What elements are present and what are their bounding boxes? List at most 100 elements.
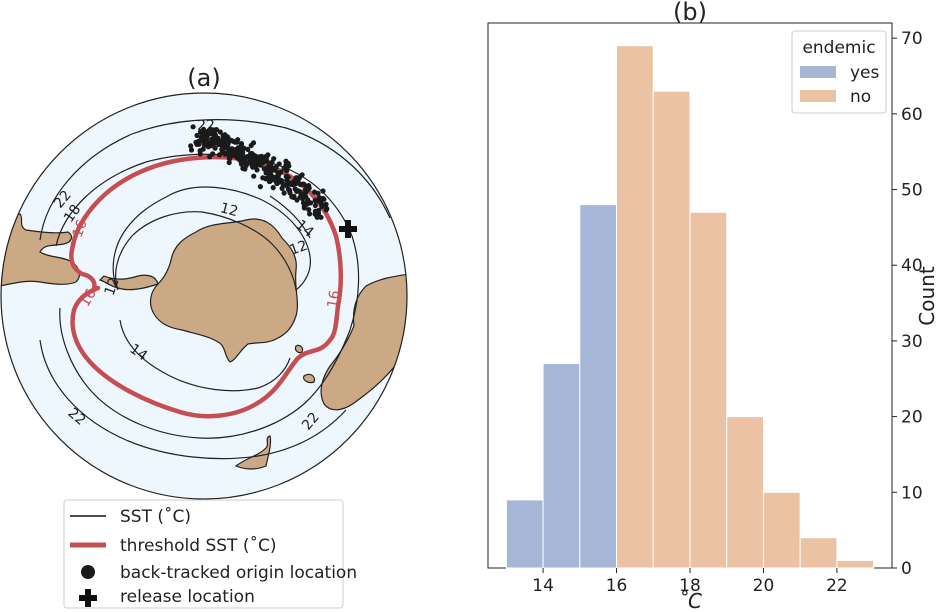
- histogram-bar-yes: [542, 363, 581, 569]
- histogram-bar-no: [616, 45, 654, 569]
- origin-point: [295, 188, 301, 194]
- sst-contour-18: [55, 153, 360, 439]
- origin-point: [278, 169, 284, 175]
- origin-point: [212, 145, 218, 151]
- origin-point: [275, 175, 281, 181]
- origin-point: [239, 155, 245, 161]
- australia-landmass: [234, 435, 272, 470]
- x-axis-label: ˚C: [678, 589, 702, 612]
- origin-point: [234, 139, 240, 145]
- y-tick-label: 60: [901, 105, 923, 125]
- origin-point: [281, 190, 287, 196]
- y-axis-label: Count: [915, 266, 939, 326]
- origin-point: [248, 151, 254, 157]
- histogram-bar-yes: [579, 204, 618, 569]
- origin-point: [265, 152, 271, 158]
- origin-point: [289, 194, 295, 200]
- y-axis-ticks: 0 10 20 30 40 50 60 70: [892, 29, 923, 579]
- histogram-bars: [505, 45, 875, 569]
- threshold-sst-contour: [69, 247, 97, 293]
- origin-point: [306, 183, 312, 189]
- contour-label: 22: [197, 118, 215, 134]
- sst-contour-22: [39, 119, 391, 241]
- sst-contour-14: [269, 195, 311, 239]
- origin-point: [188, 147, 195, 153]
- map-legend: SST (˚C) threshold SST (˚C) back-tracked…: [63, 499, 357, 609]
- origin-point: [257, 184, 263, 190]
- threshold-contour-label: 16: [77, 286, 100, 310]
- origin-point: [210, 151, 216, 157]
- origin-point: [271, 176, 277, 182]
- origin-point: [229, 138, 235, 144]
- y-tick-label: 10: [901, 483, 923, 503]
- x-tick-label: 18: [679, 576, 701, 596]
- island-shape: [303, 373, 315, 384]
- histogram-bar-yes: [505, 499, 544, 569]
- origin-point: [294, 197, 300, 203]
- origin-point: [303, 186, 309, 193]
- origin-point: [318, 200, 324, 206]
- origin-point: [217, 129, 223, 135]
- y-tick-label: 30: [901, 332, 923, 352]
- origin-point: [222, 137, 228, 143]
- x-tick-label: 22: [826, 576, 848, 596]
- histogram-bar-no: [689, 211, 728, 569]
- origin-point: [204, 130, 210, 136]
- sst-contour-14: [119, 319, 291, 392]
- origin-point: [253, 164, 259, 170]
- x-axis-ticks: 14 16 18 20 22: [532, 568, 848, 596]
- legend-release-label: release location: [120, 587, 255, 607]
- legend-origin-swatch: [81, 565, 95, 579]
- origin-point: [246, 160, 252, 166]
- y-tick-label: 0: [901, 559, 912, 579]
- origin-point: [307, 200, 314, 206]
- origin-points: [188, 124, 330, 220]
- origin-point: [320, 188, 326, 194]
- contour-label: 12: [218, 200, 239, 220]
- contour-label: 12: [102, 276, 123, 298]
- origin-point: [248, 142, 254, 149]
- origin-point: [293, 175, 299, 181]
- chart-legend: endemic yes no: [791, 30, 887, 114]
- sst-contour-12: [112, 186, 311, 292]
- origin-point: [228, 147, 234, 153]
- origin-point: [220, 133, 226, 139]
- antarctica-landmass: [149, 218, 299, 363]
- legend-yes-label: yes: [850, 63, 880, 83]
- origin-point: [212, 136, 218, 142]
- origin-point: [198, 134, 205, 140]
- origin-point: [284, 174, 290, 180]
- origin-point: [284, 183, 290, 189]
- origin-point: [266, 178, 272, 185]
- origin-point: [303, 194, 309, 200]
- origin-point: [240, 145, 247, 151]
- origin-point: [197, 151, 203, 157]
- origin-point: [315, 190, 321, 196]
- origin-point: [253, 158, 259, 164]
- legend-no-label: no: [850, 87, 871, 107]
- origin-point: [284, 168, 290, 174]
- origin-point: [245, 146, 251, 152]
- panel-a: (a) 2: [0, 64, 408, 609]
- origin-point: [251, 173, 257, 179]
- origin-point: [200, 146, 206, 152]
- origin-point: [194, 132, 200, 139]
- histogram-bar-no: [799, 537, 838, 569]
- origin-point: [283, 162, 289, 168]
- legend-no-swatch: [800, 90, 836, 102]
- histogram-bar-no: [652, 90, 691, 569]
- origin-point: [259, 153, 265, 159]
- x-tick-label: 14: [532, 576, 554, 596]
- origin-point: [307, 211, 313, 217]
- island-shape: [294, 344, 304, 354]
- legend-release-swatch: [79, 589, 97, 607]
- origin-point: [306, 207, 312, 213]
- legend-origin-label: back-tracked origin location: [120, 563, 357, 583]
- origin-point: [301, 205, 307, 211]
- threshold-sst-contour: [69, 154, 344, 419]
- origin-point: [266, 174, 272, 180]
- origin-point: [271, 156, 277, 162]
- threshold-contour-label: 16: [325, 289, 344, 309]
- map-disc: 22 18 12 12 14 12 14 22 22 22 16 16 16: [1, 93, 407, 499]
